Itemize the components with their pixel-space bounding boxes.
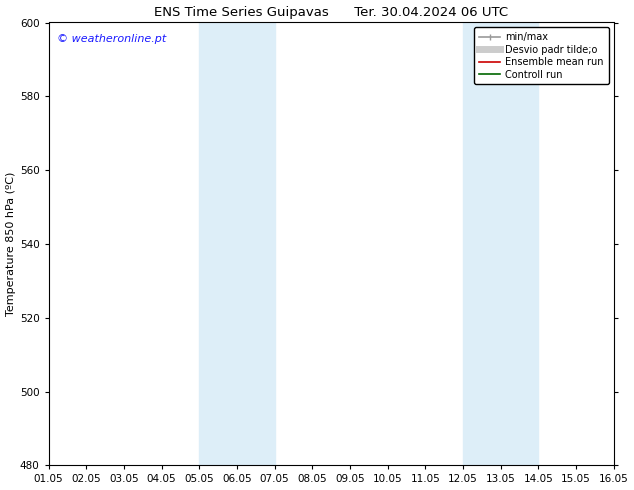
Text: © weatheronline.pt: © weatheronline.pt <box>57 34 166 44</box>
Bar <box>463 23 501 466</box>
Bar <box>199 23 237 466</box>
Bar <box>501 23 538 466</box>
Y-axis label: Temperature 850 hPa (ºC): Temperature 850 hPa (ºC) <box>6 172 16 316</box>
Title: ENS Time Series Guipavas      Ter. 30.04.2024 06 UTC: ENS Time Series Guipavas Ter. 30.04.2024… <box>154 5 508 19</box>
Bar <box>237 23 275 466</box>
Legend: min/max, Desvio padr tilde;o, Ensemble mean run, Controll run: min/max, Desvio padr tilde;o, Ensemble m… <box>474 27 609 84</box>
